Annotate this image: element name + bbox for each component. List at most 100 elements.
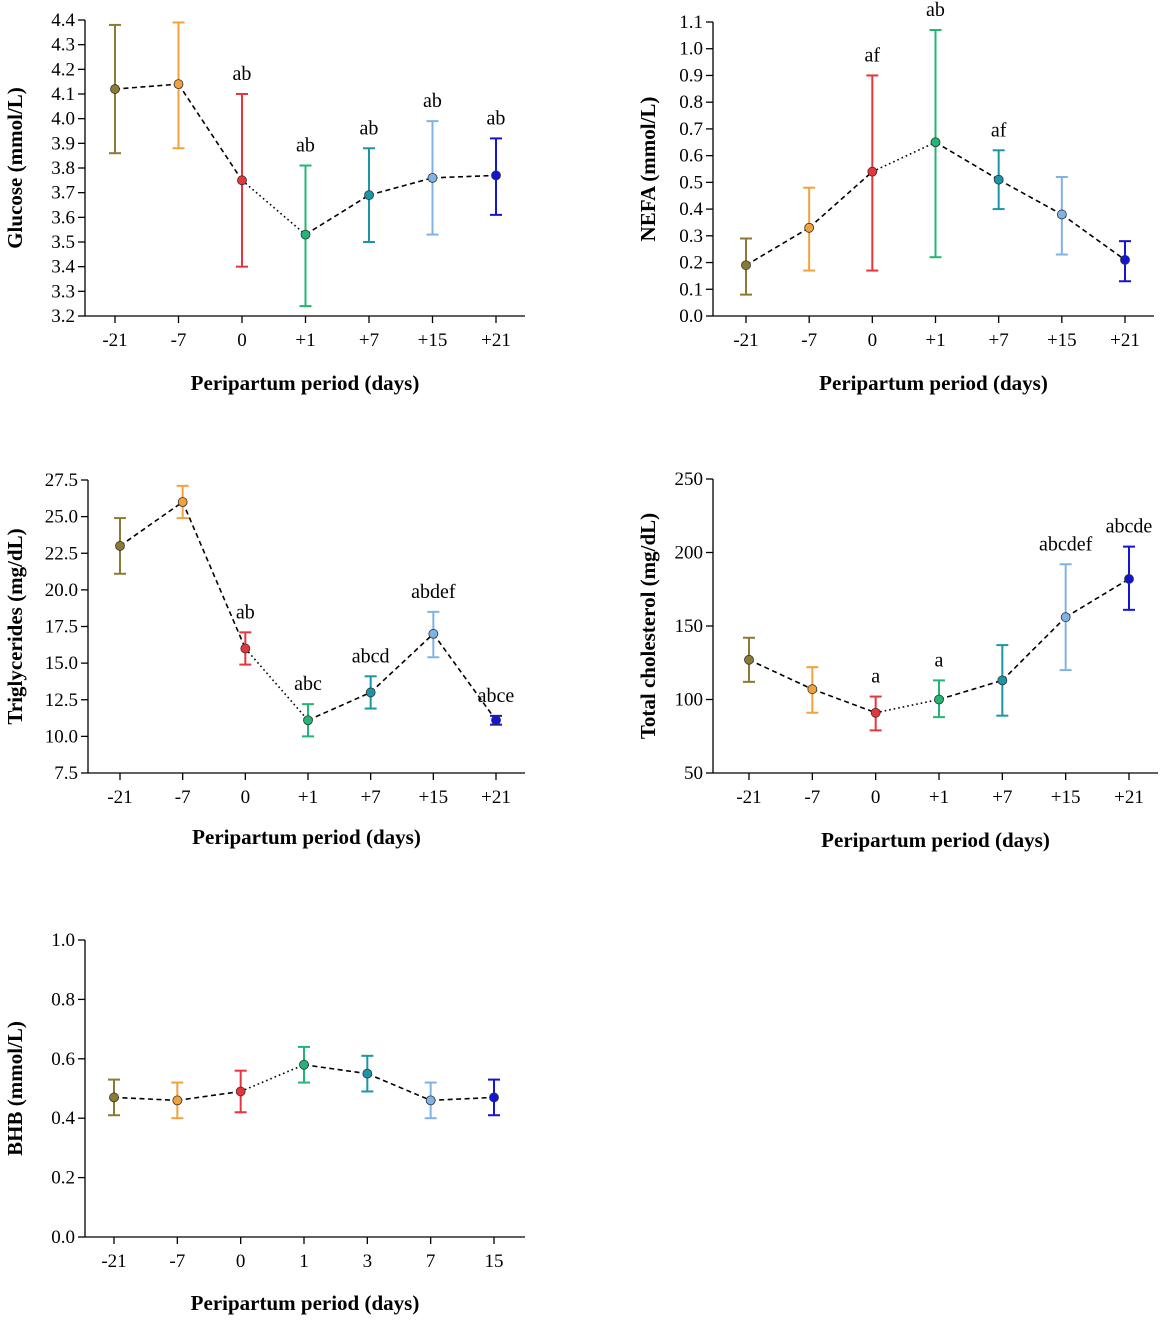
data-point — [867, 166, 878, 177]
series-segment — [368, 177, 433, 196]
data-point — [804, 222, 815, 233]
x-axis-title: Peripartum period (days) — [191, 1291, 420, 1315]
y-tick-label: 0.9 — [679, 65, 703, 86]
y-tick-label: 20.0 — [45, 580, 78, 601]
series-segment — [812, 688, 876, 714]
series-segment — [1061, 213, 1126, 261]
y-tick-label: 12.5 — [45, 690, 78, 711]
x-tick-label: 3 — [363, 1251, 373, 1272]
data-point — [300, 229, 311, 240]
x-tick-label: -7 — [801, 330, 817, 351]
data-point — [110, 84, 120, 94]
x-tick-label: 1 — [299, 1251, 309, 1272]
y-tick-label: 3.6 — [51, 207, 75, 228]
y-axis-title: Triglycerides (mg/dL) — [3, 528, 27, 724]
x-tick-label: +15 — [418, 330, 448, 351]
y-tick-label: 1.1 — [679, 12, 703, 33]
significance-label: ab — [423, 90, 442, 112]
y-tick-label: 7.5 — [54, 763, 78, 784]
chart-bhb: 0.0 0.2 0.4 0.6 0.8 1.0 -21 -7 0 1 3 7 15 Peripartum … — [3, 930, 525, 1315]
x-tick-label: -21 — [736, 787, 761, 808]
y-tick-label: 0.6 — [51, 1049, 75, 1070]
series-segment — [432, 633, 497, 721]
x-tick-label: -7 — [804, 787, 820, 808]
x-tick-label: +21 — [481, 787, 511, 808]
data-point — [1124, 574, 1134, 584]
significance-label: a — [871, 666, 880, 688]
y-tick-label: 0.2 — [51, 1168, 75, 1189]
x-tick-label: 0 — [237, 330, 247, 351]
significance-label: ab — [233, 63, 252, 85]
data-point — [930, 137, 941, 148]
data-point — [364, 190, 374, 201]
y-axis-title: Total cholesterol (mg/dL) — [636, 513, 660, 739]
x-tick-label: +1 — [295, 330, 315, 351]
data-point — [993, 174, 1004, 185]
series-segment — [113, 1096, 178, 1102]
x-tick-label: +7 — [989, 330, 1009, 351]
series-segment — [432, 174, 497, 179]
y-tick-label: 150 — [675, 616, 704, 637]
series-segment — [998, 178, 1063, 216]
significance-label: abdef — [411, 581, 456, 603]
y-tick-label: 3.5 — [51, 232, 75, 253]
x-tick-label: 7 — [426, 1251, 436, 1272]
series-segment — [871, 141, 936, 173]
data-point — [365, 687, 376, 698]
significance-label: abce — [478, 685, 515, 707]
y-tick-label: 3.8 — [51, 158, 75, 179]
y-tick-label: 0.8 — [51, 989, 75, 1010]
data-point — [741, 260, 751, 271]
series-segment — [1065, 578, 1130, 618]
x-tick-label: +7 — [361, 787, 381, 808]
x-tick-label: -7 — [169, 1251, 185, 1272]
y-tick-label: 0.5 — [679, 172, 703, 193]
chart-glucose: 3.2 3.3 3.4 3.5 3.6 3.7 3.8 3.9 4.0 4.1 4.2 4.3 4.4 -… — [3, 10, 525, 395]
y-tick-label: 200 — [675, 543, 704, 564]
x-tick-label: +7 — [992, 787, 1012, 808]
x-tick-label: -7 — [175, 787, 191, 808]
significance-label: abcd — [352, 645, 390, 667]
y-tick-label: 0.3 — [679, 226, 703, 247]
y-tick-label: 0.4 — [679, 199, 703, 220]
series-segment — [114, 83, 179, 90]
data-point — [237, 175, 247, 186]
y-tick-label: 17.5 — [45, 617, 78, 638]
data-point — [235, 1086, 246, 1097]
x-tick-label: -7 — [171, 330, 187, 351]
data-point — [173, 79, 184, 90]
series-segment — [748, 659, 813, 690]
significance-label: ab — [926, 0, 945, 21]
data-point — [115, 541, 125, 551]
significance-label: ab — [236, 601, 255, 623]
series-segment — [745, 227, 810, 266]
data-point — [1056, 209, 1067, 220]
series-segment — [935, 141, 1000, 181]
series-segment — [1001, 616, 1067, 681]
y-tick-label: 3.2 — [51, 306, 75, 327]
y-tick-label: 0.7 — [679, 119, 703, 140]
x-tick-label: 0 — [871, 787, 881, 808]
x-tick-label: 15 — [485, 1251, 504, 1272]
y-tick-label: 250 — [675, 469, 704, 490]
y-axis-title: NEFA (mmol/L) — [636, 97, 660, 242]
series-segment — [240, 1064, 305, 1093]
significance-label: abcdef — [1039, 533, 1093, 555]
y-tick-label: 4.2 — [51, 59, 75, 80]
data-point — [1060, 612, 1071, 623]
x-tick-label: 0 — [868, 330, 878, 351]
data-point — [177, 497, 188, 507]
y-tick-label: 1.0 — [679, 39, 703, 60]
x-tick-label: +21 — [1114, 787, 1144, 808]
y-tick-label: 0.8 — [679, 92, 703, 113]
series-segment — [430, 1096, 495, 1102]
significance-label: a — [935, 649, 944, 671]
y-tick-label: 0.6 — [679, 146, 703, 167]
series-segment — [177, 83, 243, 181]
y-tick-label: 3.7 — [51, 183, 75, 204]
y-tick-label: 25.0 — [45, 507, 78, 528]
series-segment — [303, 1063, 368, 1075]
data-point — [427, 172, 438, 183]
x-tick-label: +1 — [298, 787, 318, 808]
data-point — [428, 628, 439, 639]
